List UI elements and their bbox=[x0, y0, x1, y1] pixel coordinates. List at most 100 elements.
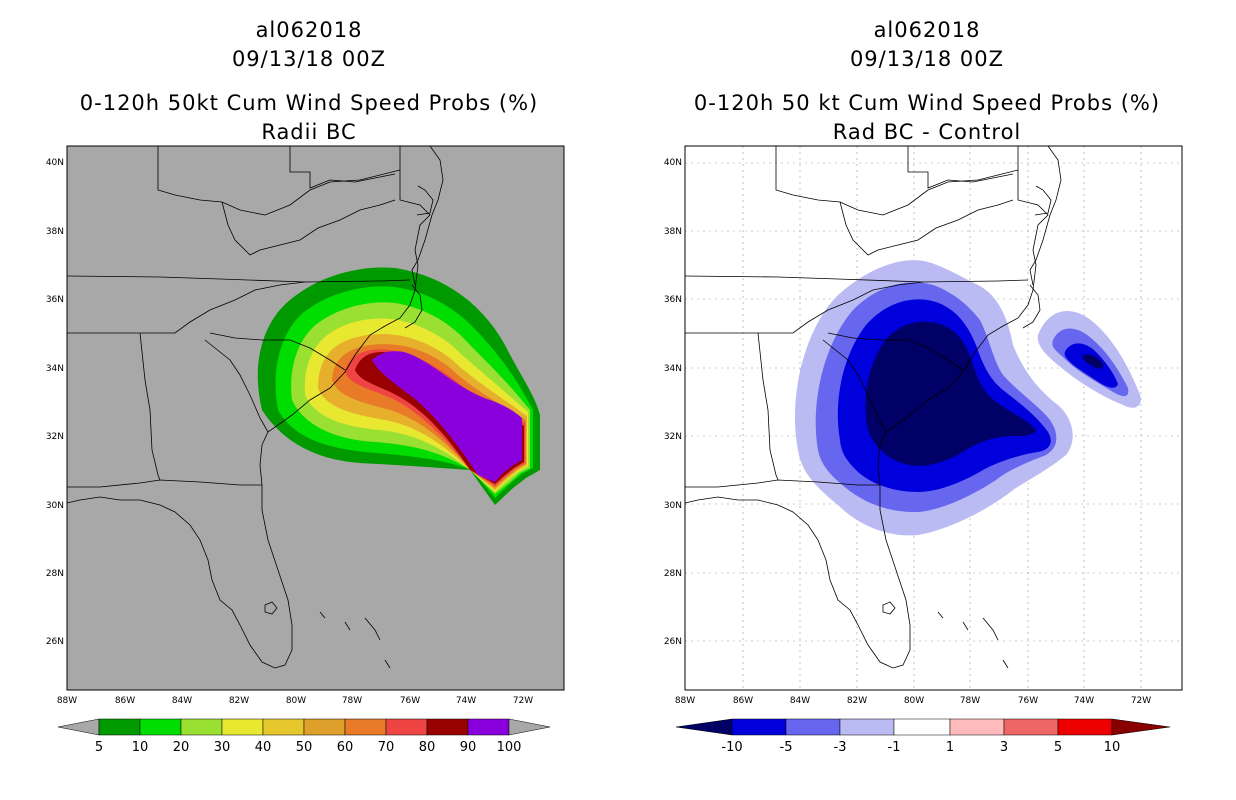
probability-contours bbox=[257, 267, 540, 505]
difference-contours bbox=[794, 260, 1141, 536]
colorbar-swatch bbox=[98, 718, 141, 736]
map-boundaries bbox=[685, 146, 1062, 669]
bahamas bbox=[937, 611, 1009, 669]
contour-minus-10b bbox=[1082, 354, 1104, 369]
contour-minus-10 bbox=[865, 321, 1036, 466]
colorbar-end-high bbox=[508, 718, 551, 736]
left-map-svg: 40N 38N 36N 34N 32N 30N 28N 26N 88W 86W … bbox=[46, 145, 565, 755]
storm-id-title: al062018 bbox=[873, 18, 981, 42]
fl-ga-border bbox=[67, 479, 262, 488]
nc-tn-border bbox=[67, 281, 306, 334]
lat-tick: 32N bbox=[664, 432, 682, 442]
colorbar-swatch bbox=[893, 718, 951, 736]
colorbar-swatch bbox=[839, 718, 895, 736]
colorbar-swatch bbox=[785, 718, 841, 736]
colorbar-label: 5 bbox=[95, 740, 103, 755]
colorbar-swatch bbox=[949, 718, 1005, 736]
nc-tn-border bbox=[685, 281, 924, 334]
chart-title: 0-120h 50 kt Cum Wind Speed Probs (%) bbox=[693, 91, 1161, 115]
lake-okeechobee bbox=[264, 601, 278, 615]
ohio-river-border bbox=[775, 146, 1019, 216]
colorbar-swatch bbox=[344, 718, 387, 736]
chart-subtitle: Radii BC bbox=[261, 120, 357, 144]
ohio-river-border bbox=[157, 146, 401, 216]
wv-border bbox=[907, 146, 1014, 189]
lon-tick: 72W bbox=[513, 696, 533, 706]
colorbar-swatch bbox=[139, 718, 182, 736]
lon-tick: 84W bbox=[172, 696, 192, 706]
lon-tick: 80W bbox=[286, 696, 306, 706]
lon-tick: 74W bbox=[456, 696, 476, 706]
delmarva bbox=[1034, 185, 1052, 216]
colorbar-swatch bbox=[426, 718, 469, 736]
colorbar-swatch bbox=[731, 718, 787, 736]
lat-tick: 30N bbox=[664, 501, 682, 511]
lon-tick: 86W bbox=[115, 696, 135, 706]
atlantic-coast-north bbox=[411, 146, 444, 286]
chart-subtitle: Rad BC - Control bbox=[832, 120, 1022, 144]
right-map-svg: 40N 38N 36N 34N 32N 30N 28N 26N 88W 86W … bbox=[664, 145, 1183, 755]
outer-banks bbox=[404, 284, 423, 329]
atlantic-coast-north bbox=[1029, 146, 1062, 286]
lon-tick: 78W bbox=[960, 696, 980, 706]
lon-tick: 80W bbox=[904, 696, 924, 706]
lon-tick: 76W bbox=[400, 696, 420, 706]
map-boundaries bbox=[67, 146, 444, 669]
colorbar: -10 -5 -3 -1 1 3 5 10 bbox=[675, 718, 1171, 755]
colorbar-swatch bbox=[467, 718, 510, 736]
colorbar-end-low bbox=[57, 718, 100, 736]
colorbar: 5 10 20 30 40 50 60 70 80 90 100 bbox=[57, 718, 551, 755]
lat-tick: 26N bbox=[46, 637, 64, 647]
lat-tick: 34N bbox=[46, 364, 64, 374]
md-border bbox=[1017, 146, 1049, 266]
lon-tick: 78W bbox=[342, 696, 362, 706]
lat-tick: 36N bbox=[46, 295, 64, 305]
lat-tick: 38N bbox=[664, 227, 682, 237]
coastline bbox=[685, 264, 1037, 669]
tn-ky-border bbox=[67, 275, 411, 283]
lat-tick: 28N bbox=[46, 569, 64, 579]
ga-sc-border bbox=[822, 339, 887, 433]
al-ga-border bbox=[139, 332, 161, 481]
lat-tick: 30N bbox=[46, 501, 64, 511]
colorbar-label: 90 bbox=[460, 740, 477, 755]
lat-tick: 34N bbox=[664, 364, 682, 374]
lon-tick: 74W bbox=[1074, 696, 1094, 706]
colorbar-label: -1 bbox=[888, 740, 901, 755]
tn-ky-border bbox=[685, 275, 1029, 283]
colorbar-label: 20 bbox=[173, 740, 190, 755]
lon-tick: 82W bbox=[229, 696, 249, 706]
colorbar-swatch bbox=[303, 718, 346, 736]
wv-border bbox=[289, 146, 396, 189]
nc-sc-border bbox=[209, 332, 346, 371]
colorbar-swatch bbox=[385, 718, 428, 736]
fl-ga-border bbox=[685, 479, 880, 488]
outer-banks bbox=[1022, 284, 1041, 329]
lon-tick: 86W bbox=[733, 696, 753, 706]
colorbar-label: 80 bbox=[419, 740, 436, 755]
colorbar-swatch bbox=[221, 718, 264, 736]
datetime-title: 09/13/18 00Z bbox=[849, 47, 1005, 71]
colorbar-label: 100 bbox=[497, 740, 522, 755]
colorbar-swatch bbox=[1003, 718, 1059, 736]
lat-ticks: 40N 38N 36N 34N 32N 30N 28N 26N bbox=[664, 158, 682, 647]
colorbar-label: -3 bbox=[834, 740, 847, 755]
colorbar-label: 50 bbox=[296, 740, 313, 755]
lake-okeechobee bbox=[882, 601, 896, 615]
md-border bbox=[399, 146, 431, 266]
left-map-panel: al062018 09/13/18 00Z 0-120h 50kt Cum Wi… bbox=[46, 18, 565, 755]
colorbar-label: 70 bbox=[378, 740, 395, 755]
lat-ticks: 40N 38N 36N 34N 32N 30N 28N 26N bbox=[46, 158, 64, 647]
bahamas bbox=[319, 611, 391, 669]
contour-100 bbox=[372, 351, 522, 482]
lat-tick: 26N bbox=[664, 637, 682, 647]
colorbar-label: 5 bbox=[1054, 740, 1062, 755]
colorbar-label: 3 bbox=[1000, 740, 1008, 755]
colorbar-label: -5 bbox=[780, 740, 793, 755]
map-frame bbox=[684, 145, 1183, 691]
lat-tick: 40N bbox=[46, 158, 64, 168]
lon-tick: 82W bbox=[847, 696, 867, 706]
colorbar-swatch bbox=[180, 718, 223, 736]
colorbar-end-low bbox=[675, 718, 733, 736]
storm-id-title: al062018 bbox=[255, 18, 363, 42]
